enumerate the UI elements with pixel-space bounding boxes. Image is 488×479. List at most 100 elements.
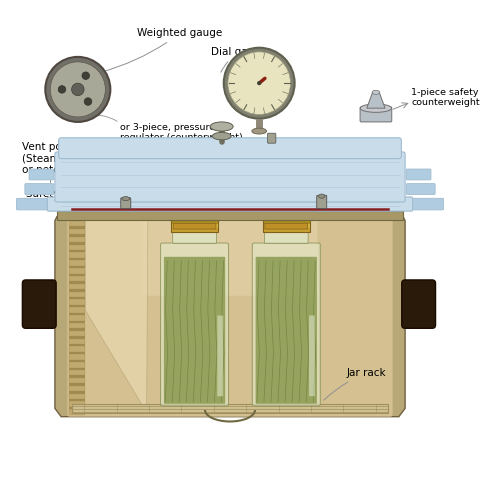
Bar xyxy=(69,360,85,362)
Bar xyxy=(69,320,85,323)
Bar xyxy=(69,394,85,399)
Bar xyxy=(69,362,85,367)
Bar xyxy=(69,315,85,320)
Bar xyxy=(69,284,85,289)
FancyBboxPatch shape xyxy=(316,195,326,209)
Bar xyxy=(69,378,85,383)
FancyBboxPatch shape xyxy=(160,243,228,406)
Circle shape xyxy=(50,62,105,117)
FancyBboxPatch shape xyxy=(255,257,316,404)
FancyBboxPatch shape xyxy=(67,217,392,417)
Bar xyxy=(69,266,85,268)
Bar xyxy=(69,221,85,227)
FancyBboxPatch shape xyxy=(406,198,443,210)
FancyBboxPatch shape xyxy=(55,152,404,202)
Bar xyxy=(69,276,85,281)
Bar xyxy=(69,329,85,331)
FancyBboxPatch shape xyxy=(47,197,412,211)
Ellipse shape xyxy=(212,132,230,140)
FancyBboxPatch shape xyxy=(171,224,217,228)
FancyBboxPatch shape xyxy=(59,138,401,159)
FancyBboxPatch shape xyxy=(172,231,216,243)
FancyBboxPatch shape xyxy=(171,228,217,232)
Text: Safety fuse: Safety fuse xyxy=(26,189,127,203)
Polygon shape xyxy=(55,217,404,417)
FancyBboxPatch shape xyxy=(217,316,223,396)
FancyBboxPatch shape xyxy=(173,223,216,229)
Circle shape xyxy=(58,86,65,93)
FancyBboxPatch shape xyxy=(121,198,130,209)
FancyBboxPatch shape xyxy=(263,224,309,228)
Bar xyxy=(69,409,85,415)
Text: 1-piece safety
counterweight: 1-piece safety counterweight xyxy=(410,88,479,107)
Bar xyxy=(69,370,85,376)
Ellipse shape xyxy=(251,128,266,134)
Ellipse shape xyxy=(371,90,379,94)
Bar xyxy=(69,281,85,284)
Circle shape xyxy=(224,48,294,119)
Circle shape xyxy=(227,52,290,114)
Bar xyxy=(69,401,85,407)
Bar xyxy=(69,260,85,266)
FancyBboxPatch shape xyxy=(163,257,225,404)
Bar xyxy=(69,292,85,297)
Circle shape xyxy=(84,98,92,105)
Polygon shape xyxy=(366,92,385,108)
FancyBboxPatch shape xyxy=(252,243,320,406)
Text: Dial gauge: Dial gauge xyxy=(211,47,267,72)
Bar xyxy=(69,313,85,315)
Bar xyxy=(69,274,85,276)
Polygon shape xyxy=(85,219,147,412)
Bar xyxy=(69,305,85,308)
FancyBboxPatch shape xyxy=(263,228,309,232)
Bar xyxy=(69,336,85,339)
FancyBboxPatch shape xyxy=(263,220,309,224)
FancyBboxPatch shape xyxy=(406,169,430,180)
Bar xyxy=(69,227,85,229)
Circle shape xyxy=(82,72,89,80)
Ellipse shape xyxy=(122,196,129,201)
Bar xyxy=(69,299,85,305)
Bar xyxy=(69,268,85,274)
FancyBboxPatch shape xyxy=(406,183,434,194)
Bar xyxy=(69,367,85,370)
Bar xyxy=(69,376,85,378)
FancyBboxPatch shape xyxy=(401,280,435,328)
Bar xyxy=(69,407,85,409)
Bar xyxy=(69,250,85,252)
Bar xyxy=(69,386,85,391)
Bar xyxy=(69,289,85,292)
FancyBboxPatch shape xyxy=(57,211,402,220)
Bar xyxy=(69,323,85,329)
Bar xyxy=(69,354,85,360)
Text: Gasket: Gasket xyxy=(203,181,235,190)
Circle shape xyxy=(71,83,84,96)
Bar xyxy=(69,339,85,344)
FancyBboxPatch shape xyxy=(171,220,217,224)
Ellipse shape xyxy=(210,122,233,131)
FancyBboxPatch shape xyxy=(308,316,314,396)
Bar xyxy=(69,399,85,401)
FancyBboxPatch shape xyxy=(264,223,307,229)
Text: Vent/cover lock: Vent/cover lock xyxy=(265,181,338,190)
FancyBboxPatch shape xyxy=(22,280,56,328)
Circle shape xyxy=(257,81,261,85)
FancyBboxPatch shape xyxy=(71,404,387,413)
Ellipse shape xyxy=(360,104,391,113)
Bar xyxy=(69,297,85,299)
Bar xyxy=(69,344,85,346)
Ellipse shape xyxy=(318,194,324,198)
FancyBboxPatch shape xyxy=(25,183,54,194)
Bar xyxy=(69,258,85,260)
FancyBboxPatch shape xyxy=(142,217,317,296)
Bar xyxy=(69,252,85,258)
Text: Weighted gauge: Weighted gauge xyxy=(101,28,222,72)
Bar xyxy=(69,218,85,221)
Bar xyxy=(69,242,85,245)
Text: or 3-piece, pressure
regulator (counterweight): or 3-piece, pressure regulator (counterw… xyxy=(119,123,242,142)
Bar xyxy=(69,391,85,394)
Bar xyxy=(69,234,85,237)
FancyBboxPatch shape xyxy=(359,107,391,122)
Bar xyxy=(69,308,85,313)
Bar xyxy=(69,383,85,386)
